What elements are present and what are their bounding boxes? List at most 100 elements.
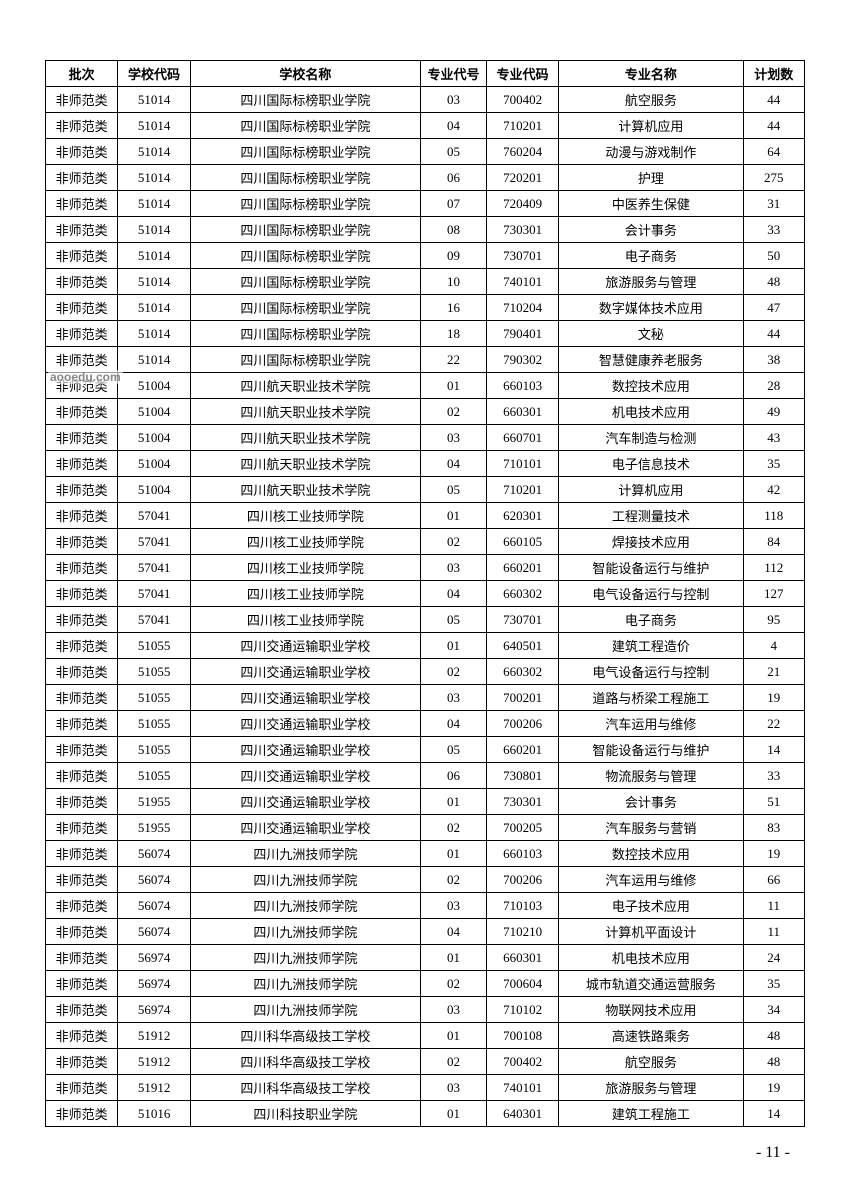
table-cell: 电气设备运行与控制 bbox=[559, 659, 743, 685]
table-cell: 动漫与游戏制作 bbox=[559, 139, 743, 165]
table-cell: 51004 bbox=[118, 451, 190, 477]
table-cell: 22 bbox=[421, 347, 487, 373]
table-cell: 03 bbox=[421, 87, 487, 113]
table-cell: 57041 bbox=[118, 581, 190, 607]
table-cell: 四川交通运输职业学校 bbox=[190, 763, 420, 789]
table-cell: 非师范类 bbox=[46, 945, 118, 971]
table-cell: 四川核工业技师学院 bbox=[190, 581, 420, 607]
table-cell: 01 bbox=[421, 633, 487, 659]
table-cell: 建筑工程造价 bbox=[559, 633, 743, 659]
table-cell: 四川国际标榜职业学院 bbox=[190, 321, 420, 347]
table-cell: 非师范类 bbox=[46, 191, 118, 217]
table-cell: 四川核工业技师学院 bbox=[190, 529, 420, 555]
table-cell: 710103 bbox=[486, 893, 558, 919]
table-cell: 焊接技术应用 bbox=[559, 529, 743, 555]
table-cell: 非师范类 bbox=[46, 919, 118, 945]
table-cell: 四川国际标榜职业学院 bbox=[190, 269, 420, 295]
table-cell: 710102 bbox=[486, 997, 558, 1023]
table-cell: 02 bbox=[421, 659, 487, 685]
table-cell: 22 bbox=[743, 711, 804, 737]
table-row: 非师范类51014四川国际标榜职业学院07720409中医养生保健31 bbox=[46, 191, 805, 217]
table-row: 非师范类56074四川九洲技师学院01660103数控技术应用19 bbox=[46, 841, 805, 867]
table-cell: 电子信息技术 bbox=[559, 451, 743, 477]
table-cell: 84 bbox=[743, 529, 804, 555]
table-cell: 非师范类 bbox=[46, 87, 118, 113]
table-cell: 51955 bbox=[118, 789, 190, 815]
table-cell: 四川九洲技师学院 bbox=[190, 893, 420, 919]
table-row: 非师范类51955四川交通运输职业学校02700205汽车服务与营销83 bbox=[46, 815, 805, 841]
table-cell: 57041 bbox=[118, 555, 190, 581]
table-cell: 非师范类 bbox=[46, 113, 118, 139]
header-plan-count: 计划数 bbox=[743, 61, 804, 87]
table-cell: 非师范类 bbox=[46, 607, 118, 633]
table-cell: 48 bbox=[743, 269, 804, 295]
table-row: 非师范类51912四川科华高级技工学校03740101旅游服务与管理19 bbox=[46, 1075, 805, 1101]
table-cell: 四川交通运输职业学校 bbox=[190, 685, 420, 711]
table-cell: 49 bbox=[743, 399, 804, 425]
table-cell: 非师范类 bbox=[46, 347, 118, 373]
table-cell: 05 bbox=[421, 607, 487, 633]
table-row: 非师范类51014四川国际标榜职业学院16710204数字媒体技术应用47 bbox=[46, 295, 805, 321]
table-cell: 旅游服务与管理 bbox=[559, 1075, 743, 1101]
table-cell: 51004 bbox=[118, 399, 190, 425]
table-cell: 21 bbox=[743, 659, 804, 685]
table-cell: 非师范类 bbox=[46, 425, 118, 451]
table-cell: 51055 bbox=[118, 685, 190, 711]
table-cell: 四川核工业技师学院 bbox=[190, 503, 420, 529]
table-cell: 56974 bbox=[118, 997, 190, 1023]
table-cell: 物流服务与管理 bbox=[559, 763, 743, 789]
table-cell: 51016 bbox=[118, 1101, 190, 1127]
table-cell: 汽车运用与维修 bbox=[559, 867, 743, 893]
table-row: 非师范类51014四川国际标榜职业学院06720201护理275 bbox=[46, 165, 805, 191]
table-cell: 01 bbox=[421, 1023, 487, 1049]
table-cell: 56074 bbox=[118, 841, 190, 867]
table-cell: 四川国际标榜职业学院 bbox=[190, 87, 420, 113]
table-row: 非师范类51912四川科华高级技工学校01700108高速铁路乘务48 bbox=[46, 1023, 805, 1049]
table-cell: 非师范类 bbox=[46, 217, 118, 243]
table-cell: 非师范类 bbox=[46, 841, 118, 867]
table-cell: 04 bbox=[421, 711, 487, 737]
table-cell: 汽车运用与维修 bbox=[559, 711, 743, 737]
table-cell: 64 bbox=[743, 139, 804, 165]
table-cell: 非师范类 bbox=[46, 763, 118, 789]
table-cell: 非师范类 bbox=[46, 867, 118, 893]
table-cell: 34 bbox=[743, 997, 804, 1023]
table-cell: 四川九洲技师学院 bbox=[190, 841, 420, 867]
table-cell: 四川交通运输职业学校 bbox=[190, 789, 420, 815]
table-cell: 35 bbox=[743, 451, 804, 477]
enrollment-table: 批次 学校代码 学校名称 专业代号 专业代码 专业名称 计划数 非师范类5101… bbox=[45, 60, 805, 1127]
table-cell: 电子商务 bbox=[559, 607, 743, 633]
table-row: 非师范类51004四川航天职业技术学院04710101电子信息技术35 bbox=[46, 451, 805, 477]
table-cell: 非师范类 bbox=[46, 1101, 118, 1127]
table-cell: 智能设备运行与维护 bbox=[559, 737, 743, 763]
table-cell: 51014 bbox=[118, 113, 190, 139]
table-cell: 四川核工业技师学院 bbox=[190, 607, 420, 633]
table-cell: 汽车制造与检测 bbox=[559, 425, 743, 451]
table-cell: 31 bbox=[743, 191, 804, 217]
table-cell: 航空服务 bbox=[559, 1049, 743, 1075]
table-cell: 四川科华高级技工学校 bbox=[190, 1023, 420, 1049]
table-cell: 660302 bbox=[486, 659, 558, 685]
table-cell: 66 bbox=[743, 867, 804, 893]
table-cell: 机电技术应用 bbox=[559, 945, 743, 971]
table-cell: 4 bbox=[743, 633, 804, 659]
table-cell: 51912 bbox=[118, 1049, 190, 1075]
table-cell: 56074 bbox=[118, 867, 190, 893]
table-cell: 730301 bbox=[486, 789, 558, 815]
table-cell: 19 bbox=[743, 1075, 804, 1101]
table-cell: 04 bbox=[421, 113, 487, 139]
table-cell: 非师范类 bbox=[46, 529, 118, 555]
table-cell: 730701 bbox=[486, 607, 558, 633]
table-cell: 790401 bbox=[486, 321, 558, 347]
table-cell: 35 bbox=[743, 971, 804, 997]
table-cell: 43 bbox=[743, 425, 804, 451]
table-cell: 11 bbox=[743, 919, 804, 945]
table-cell: 660201 bbox=[486, 737, 558, 763]
table-cell: 51912 bbox=[118, 1075, 190, 1101]
table-cell: 660301 bbox=[486, 399, 558, 425]
table-cell: 04 bbox=[421, 451, 487, 477]
header-school-code: 学校代码 bbox=[118, 61, 190, 87]
table-cell: 57041 bbox=[118, 503, 190, 529]
table-row: 非师范类51955四川交通运输职业学校01730301会计事务51 bbox=[46, 789, 805, 815]
table-row: 非师范类51055四川交通运输职业学校05660201智能设备运行与维护14 bbox=[46, 737, 805, 763]
